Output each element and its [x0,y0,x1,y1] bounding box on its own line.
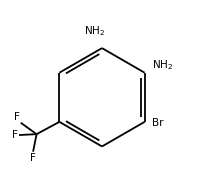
Text: F: F [30,153,36,163]
Text: Br: Br [152,118,163,128]
Text: NH$_2$: NH$_2$ [152,58,173,72]
Text: F: F [12,130,18,140]
Text: NH$_2$: NH$_2$ [84,25,105,38]
Text: F: F [14,112,20,122]
